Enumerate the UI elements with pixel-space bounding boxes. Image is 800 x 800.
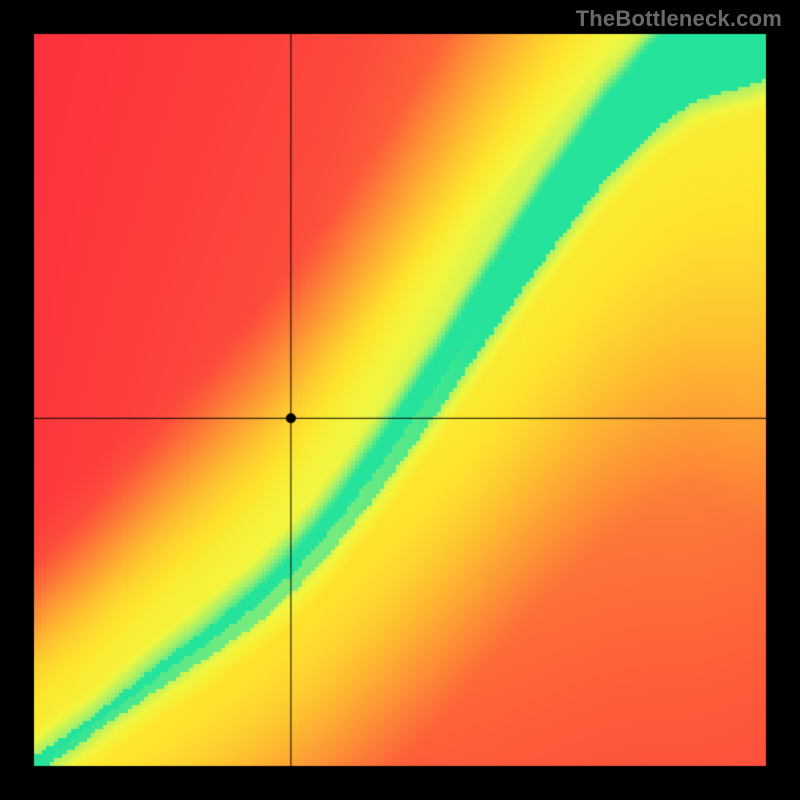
watermark-text: TheBottleneck.com [576, 6, 782, 32]
bottleneck-heatmap [0, 0, 800, 800]
